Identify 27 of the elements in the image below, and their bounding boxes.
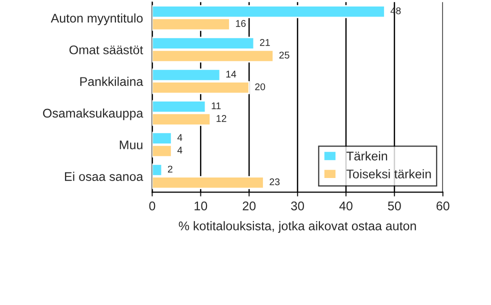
data-label: 4 — [177, 146, 182, 154]
y-tick-label: Pankkilaina — [80, 76, 144, 86]
y-tick-label: Muu — [120, 140, 142, 150]
data-label: 12 — [216, 115, 226, 122]
x-tick-label: 40 — [339, 202, 352, 210]
y-tick-label: Ei osaa sanoa — [64, 172, 144, 181]
data-label: 25 — [279, 52, 290, 59]
x-axis-title: % kotitalouksista, jotka aikovat ostaa auton — [178, 221, 416, 233]
data-label: 4 — [177, 134, 182, 141]
y-tick-label: Auton myyntitulo — [50, 13, 143, 26]
data-label: 14 — [226, 70, 236, 78]
x-tick-label: 60 — [436, 202, 450, 210]
data-label: 11 — [212, 102, 221, 110]
legend-label: Toiseksi tärkein — [346, 169, 431, 178]
data-label: 21 — [260, 39, 270, 46]
x-tick-label: 50 — [388, 202, 401, 210]
data-label: 2 — [168, 166, 172, 172]
x-tick-label: 20 — [242, 202, 256, 210]
x-tick-label: 30 — [291, 202, 304, 210]
y-tick-label: Osamaksukauppa — [43, 108, 144, 120]
legend-label: Tärkein — [346, 151, 388, 160]
data-label: 20 — [255, 83, 266, 90]
x-tick-label: 0 — [149, 202, 156, 210]
data-label: 23 — [270, 178, 280, 186]
data-label: 16 — [236, 20, 246, 27]
y-tick-label: Omat säästöt — [69, 45, 144, 54]
x-tick-label: 10 — [194, 202, 208, 210]
